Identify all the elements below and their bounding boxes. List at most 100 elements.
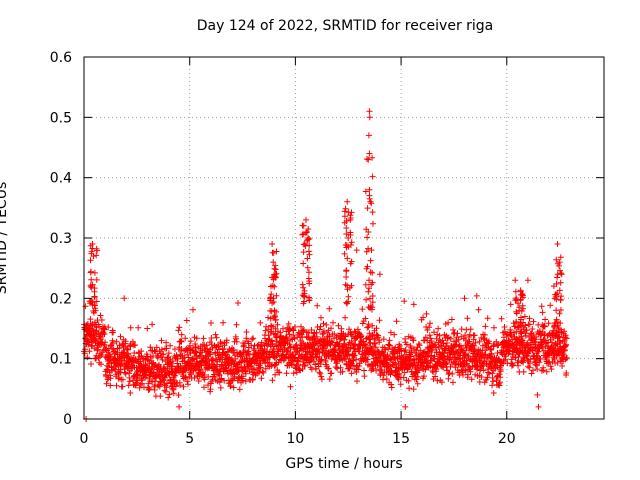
data-point [232, 356, 239, 362]
data-point [366, 108, 373, 115]
data-point [146, 386, 153, 393]
data-point [272, 271, 279, 278]
data-point [534, 391, 541, 398]
data-point [285, 320, 292, 327]
data-point [207, 351, 214, 358]
data-point [364, 156, 370, 162]
data-point [125, 382, 132, 389]
data-point [416, 367, 423, 374]
data-point [306, 280, 313, 287]
data-point [432, 341, 439, 348]
data-point [538, 367, 545, 374]
data-point [495, 342, 502, 348]
data-point [410, 386, 417, 393]
data-point [345, 235, 352, 241]
data-point [365, 229, 372, 235]
data-point [543, 368, 550, 375]
data-point [325, 365, 332, 372]
data-point [535, 403, 542, 410]
data-point [87, 316, 94, 323]
data-point [413, 347, 420, 354]
data-point [458, 326, 465, 333]
data-point [321, 328, 327, 335]
data-point [506, 348, 513, 355]
data-point [386, 342, 393, 349]
data-point [556, 310, 563, 317]
data-point [113, 382, 120, 389]
data-point [402, 403, 409, 410]
data-point [342, 281, 349, 288]
data-point [126, 378, 133, 385]
data-point [462, 367, 469, 374]
data-point [310, 358, 317, 365]
data-point [320, 320, 327, 327]
data-point [370, 220, 376, 227]
data-point [143, 372, 150, 379]
data-point [366, 285, 372, 292]
data-point [151, 347, 158, 354]
data-point [433, 335, 440, 342]
data-point [189, 355, 196, 362]
data-point [537, 356, 544, 362]
data-point [149, 321, 156, 328]
data-point [373, 325, 380, 332]
data-point [119, 383, 126, 390]
data-point [502, 353, 509, 360]
data-point [530, 367, 536, 374]
data-point [471, 332, 478, 339]
data-point [217, 384, 224, 391]
data-point [216, 372, 223, 379]
data-point [464, 371, 471, 378]
data-point [356, 363, 363, 369]
data-point [267, 315, 274, 322]
data-point [269, 300, 276, 307]
data-point [528, 370, 535, 377]
data-point [300, 222, 307, 229]
data-point [553, 307, 560, 314]
data-point [213, 334, 220, 341]
data-point [391, 331, 398, 338]
data-point [158, 346, 165, 353]
data-point [376, 271, 383, 278]
data-point [174, 355, 181, 362]
data-point [277, 329, 284, 336]
data-point [135, 324, 142, 331]
data-point [435, 325, 442, 332]
data-point [366, 195, 373, 202]
x-tick-label: 5 [185, 431, 194, 447]
data-point [500, 360, 506, 367]
data-point [195, 378, 202, 384]
data-point [558, 293, 565, 300]
data-point [158, 354, 165, 361]
data-point [107, 382, 114, 389]
data-point [466, 338, 473, 345]
data-point [175, 327, 182, 334]
data-point [299, 231, 306, 238]
data-point [145, 384, 152, 391]
data-point [401, 298, 408, 305]
data-point [301, 290, 308, 297]
data-point [396, 370, 403, 377]
data-point [513, 296, 520, 303]
data-point [313, 333, 320, 340]
data-point [136, 384, 143, 391]
data-point [165, 394, 172, 401]
data-point [270, 295, 277, 302]
data-point [554, 274, 561, 281]
data-point [323, 321, 330, 328]
data-point [461, 295, 468, 302]
data-point [296, 366, 303, 373]
data-point [541, 323, 548, 330]
data-point [176, 403, 183, 410]
data-point [358, 332, 365, 339]
data-point [368, 247, 375, 254]
data-point [383, 376, 390, 382]
data-point [367, 198, 374, 205]
data-point [365, 288, 372, 295]
data-point [317, 361, 324, 367]
data-point [448, 316, 455, 323]
data-point [433, 366, 440, 373]
data-point [532, 339, 539, 346]
data-point [318, 314, 324, 321]
data-point [304, 255, 311, 262]
